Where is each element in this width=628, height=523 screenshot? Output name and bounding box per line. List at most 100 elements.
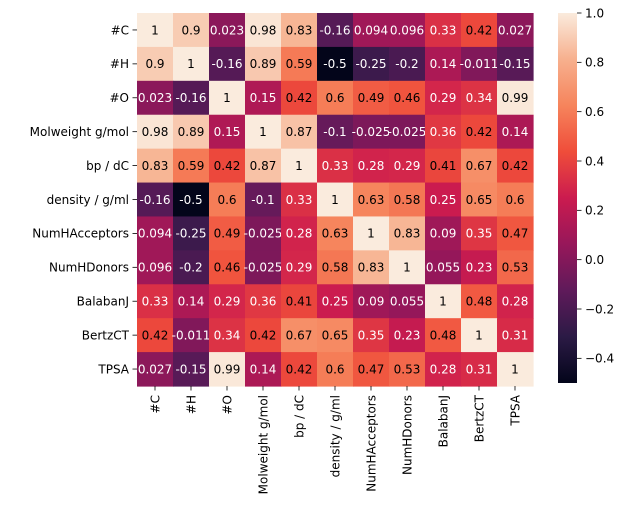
heatmap-cell	[461, 80, 498, 116]
cell-annotation: 0.42	[502, 159, 529, 173]
heatmap-cell	[245, 114, 282, 150]
heatmap-cell	[425, 114, 462, 150]
cell-annotation: 0.28	[358, 159, 385, 173]
heatmap-cell	[173, 216, 210, 251]
cell-annotation: 0.14	[502, 125, 529, 139]
heatmap-cell	[389, 318, 426, 353]
cell-annotation: 1	[367, 227, 375, 241]
cell-annotation: 0.87	[250, 159, 277, 173]
heatmap-cell	[425, 216, 462, 251]
cell-annotation: 0.59	[286, 57, 313, 71]
heatmap-cell	[461, 284, 498, 319]
cell-annotation: -0.025	[244, 261, 283, 275]
heatmap-cell	[353, 13, 390, 48]
x-tick-label-numhdonors: NumHDonors	[400, 395, 414, 475]
cell-annotation: 0.15	[250, 91, 277, 105]
heatmap-cell	[461, 352, 498, 387]
cell-annotation: 0.49	[358, 91, 385, 105]
y-tick-label-tpsa: TPSA	[97, 362, 129, 376]
heatmap-cell	[497, 46, 534, 82]
cell-annotation: -0.15	[175, 362, 206, 376]
cell-annotation: -0.2	[179, 261, 202, 275]
y-tick-label-bp-dc: bp / dC	[86, 159, 129, 173]
heatmap-cell	[353, 114, 390, 150]
heatmap-cell	[209, 318, 246, 353]
colorbar-tick-label: 0.0	[585, 253, 604, 267]
y-tick-label-balabanj: BalabanJ	[77, 295, 129, 309]
heatmap-cell	[389, 80, 426, 116]
cell-annotation: 0.83	[142, 159, 169, 173]
heatmap-cell	[281, 46, 318, 82]
cell-annotation: 0.46	[394, 91, 421, 105]
heatmap-cell	[173, 148, 210, 184]
heatmap-cell	[461, 13, 498, 48]
heatmap-cell	[389, 216, 426, 251]
x-tick-label-bp-dc: bp / dC	[292, 395, 306, 438]
cell-annotation: 0.29	[214, 295, 241, 309]
heatmap-cell	[497, 182, 534, 218]
heatmap-cell	[137, 13, 174, 48]
cell-annotation: 0.65	[322, 328, 349, 342]
colorbar-tick-label: 0.2	[585, 204, 604, 218]
cell-annotation: 0.027	[498, 23, 532, 37]
cell-annotation: -0.025	[352, 125, 391, 139]
heatmap-cell	[173, 80, 210, 116]
cell-annotation: 0.055	[390, 295, 424, 309]
heatmap-cell	[173, 250, 210, 285]
heatmap-cell	[317, 250, 354, 285]
cell-annotation: 1	[187, 57, 195, 71]
heatmap-cell	[425, 182, 462, 218]
cell-annotation: 0.65	[466, 193, 493, 207]
cell-annotation: 0.29	[430, 91, 457, 105]
cell-annotation: 0.53	[502, 261, 529, 275]
cell-annotation: -0.16	[175, 91, 206, 105]
y-tick-label-numhdonors: NumHDonors	[49, 261, 129, 275]
cell-annotation: 0.9	[145, 57, 164, 71]
cell-annotation: 0.83	[286, 23, 313, 37]
cell-annotation: 0.42	[250, 328, 277, 342]
cell-annotation: 0.42	[142, 328, 169, 342]
cell-annotation: 1	[223, 91, 231, 105]
heatmap-cell	[245, 250, 282, 285]
heatmap-cell	[317, 114, 354, 150]
cell-annotation: 0.83	[394, 227, 421, 241]
heatmap-cell	[281, 284, 318, 319]
cell-annotation: 0.67	[466, 159, 493, 173]
cell-annotation: 1	[151, 23, 159, 37]
heatmap-cell	[137, 284, 174, 319]
cell-annotation: 0.023	[210, 23, 244, 37]
heatmap-cell	[353, 80, 390, 116]
cell-annotation: 0.47	[502, 227, 529, 241]
x-tick-label-molweight-g-mol: Molweight g/mol	[256, 395, 270, 494]
cell-annotation: 0.096	[138, 261, 172, 275]
heatmap-cell	[497, 352, 534, 387]
heatmap-cell	[281, 114, 318, 150]
cell-annotation: -0.5	[323, 57, 346, 71]
heatmap-cell	[173, 318, 210, 353]
cell-annotation: -0.025	[388, 125, 427, 139]
heatmap-cell	[245, 148, 282, 184]
heatmap-cell	[281, 182, 318, 218]
heatmap-cell	[317, 46, 354, 82]
heatmap-cell	[497, 216, 534, 251]
cell-annotation: 0.42	[214, 159, 241, 173]
cell-annotation: 0.42	[286, 362, 313, 376]
cell-annotation: 0.25	[430, 193, 457, 207]
x-tick-label-o: #O	[220, 395, 234, 415]
heatmap-cell	[281, 80, 318, 116]
cell-annotation: 1	[439, 295, 447, 309]
cell-annotation: 0.42	[286, 91, 313, 105]
cell-annotation: 0.28	[286, 227, 313, 241]
heatmap-cell	[209, 13, 246, 48]
colorbar-gradient	[558, 13, 577, 383]
heatmap-cell	[281, 13, 318, 48]
heatmap-cell	[425, 352, 462, 387]
x-tick-label-density-g-ml: density / g/ml	[328, 395, 342, 477]
cell-annotation: 0.29	[286, 261, 313, 275]
cell-annotation: 0.31	[502, 328, 529, 342]
heatmap-cell	[209, 148, 246, 184]
cell-annotation: -0.5	[179, 193, 202, 207]
heatmap-cell	[281, 216, 318, 251]
heatmap-cell	[137, 318, 174, 353]
